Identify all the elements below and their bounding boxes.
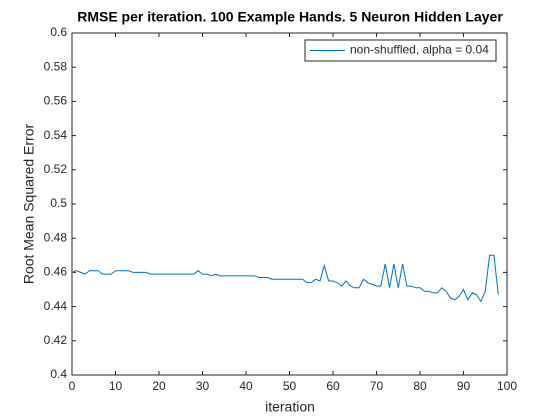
x-tick-label: 20 [152,379,166,393]
y-tick-label: 0.5 [50,196,67,210]
x-tick-label: 40 [239,379,253,393]
x-tick-label: 50 [283,379,297,393]
y-tick-label: 0.48 [44,230,68,244]
x-tick-label: 100 [497,379,517,393]
data-line [71,254,499,303]
y-tick-label: 0.58 [44,59,68,73]
legend-label: non-shuffled, alpha = 0.04 [350,43,489,57]
x-tick-label: 70 [370,379,384,393]
legend-box [304,39,497,62]
plot-area [71,32,508,376]
x-axis-label: iteration [265,399,315,415]
x-tick-label: 90 [457,379,471,393]
x-tick-label: 80 [413,379,427,393]
y-tick-label: 0.44 [44,299,68,313]
y-tick-label: 0.42 [44,333,68,347]
chart-title: RMSE per iteration. 100 Example Hands. 5… [77,9,503,25]
x-tick-label: 30 [196,379,210,393]
y-tick-label: 0.54 [44,128,68,142]
y-tick-label: 0.56 [44,94,68,108]
y-tick-label: 0.46 [44,265,68,279]
y-tick-label: 0.4 [50,367,67,381]
x-tick-label: 0 [69,379,76,393]
x-tick-label: 60 [326,379,340,393]
y-axis-label: Root Mean Squared Error [21,124,37,285]
x-tick-label: 10 [109,379,123,393]
y-tick-label: 0.6 [50,25,67,39]
y-tick-label: 0.52 [44,162,68,176]
